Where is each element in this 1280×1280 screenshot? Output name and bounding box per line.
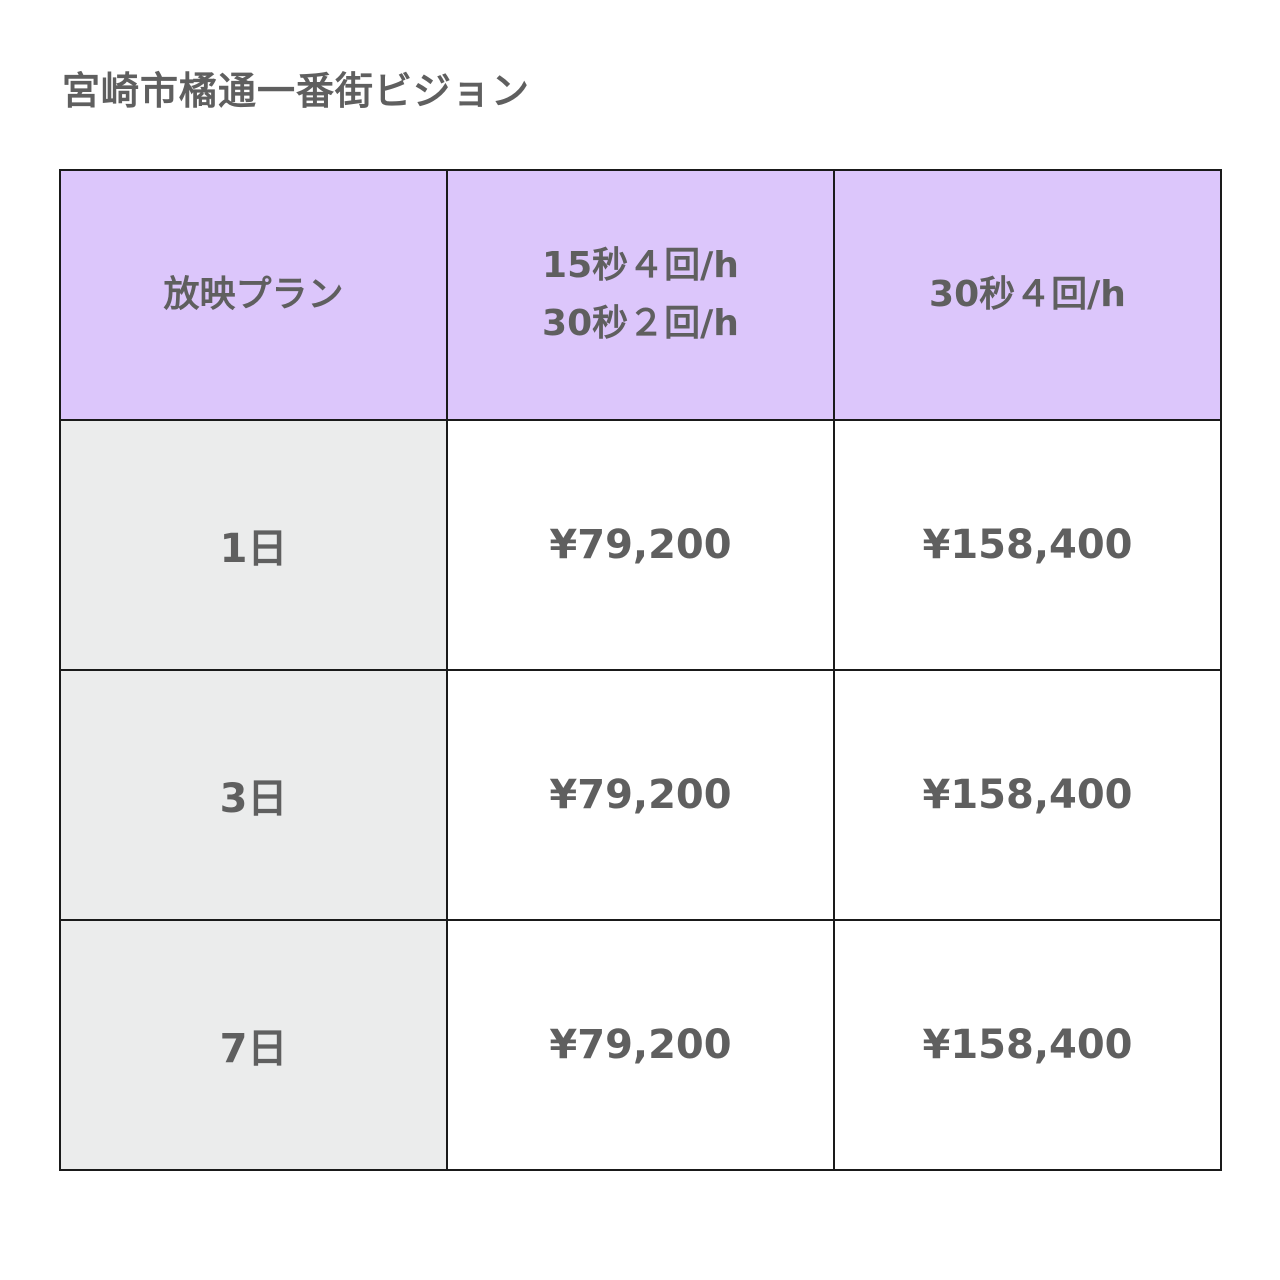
header-30s-4x: 30秒４回/h [833,169,1222,421]
table-row: 3日 ¥79,200 ¥158,400 [59,669,1222,921]
row-label-1day: 1日 [59,419,448,671]
price-cell: ¥158,400 [833,419,1222,671]
header-line-15s-4x: 15秒４回/h [542,245,739,286]
table-row: 1日 ¥79,200 ¥158,400 [59,419,1222,671]
pricing-table: 放映プラン 15秒４回/h 30秒２回/h 30秒４回/h 1日 ¥79,200… [59,169,1222,1171]
header-15s-4x-30s-2x: 15秒４回/h 30秒２回/h [446,169,835,421]
row-label-7day: 7日 [59,919,448,1171]
price-cell: ¥79,200 [446,419,835,671]
price-cell: ¥79,200 [446,669,835,921]
price-cell: ¥79,200 [446,919,835,1171]
price-cell: ¥158,400 [833,669,1222,921]
header-line-30s-2x: 30秒２回/h [542,303,739,344]
price-cell: ¥158,400 [833,919,1222,1171]
table-row: 7日 ¥79,200 ¥158,400 [59,919,1222,1171]
page-title: 宮崎市橘通一番街ビジョン [62,69,531,113]
table-header-row: 放映プラン 15秒４回/h 30秒２回/h 30秒４回/h [59,169,1222,421]
header-plan: 放映プラン [59,169,448,421]
row-label-3day: 3日 [59,669,448,921]
